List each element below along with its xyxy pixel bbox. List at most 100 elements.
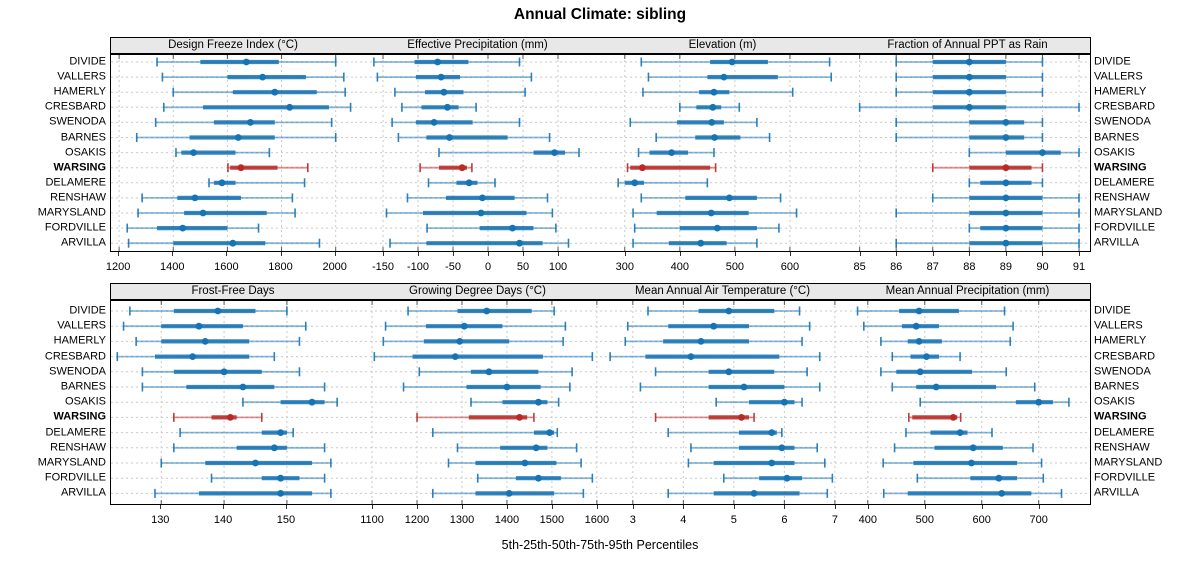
x-tick-label: 2000 bbox=[322, 261, 347, 273]
interval-delamere bbox=[667, 428, 783, 438]
x-tick-label: 140 bbox=[213, 514, 233, 526]
row-label-cresbard: CRESBARD bbox=[44, 100, 106, 113]
x-tick-label: 3 bbox=[629, 514, 636, 526]
axis-tick-mark bbox=[596, 505, 598, 509]
interval-hamerly bbox=[394, 87, 526, 97]
x-tick-label: 700 bbox=[1029, 514, 1048, 526]
interval-vallers bbox=[647, 72, 833, 82]
interval-delamere bbox=[617, 178, 709, 188]
axis-tick-mark bbox=[418, 252, 419, 256]
axis-tick-mark bbox=[506, 505, 508, 509]
interval-marysland bbox=[137, 208, 296, 218]
panel-header-fraction-of-annual-ppt-as-rain: Fraction of Annual PPT as Rain bbox=[845, 37, 1091, 54]
x-tick-label: 91 bbox=[1072, 261, 1086, 273]
axis-tick-mark bbox=[417, 505, 419, 509]
interval-warsing bbox=[416, 412, 535, 422]
axis-tick-mark bbox=[896, 252, 898, 256]
interval-hamerly bbox=[624, 336, 803, 346]
interval-warsing bbox=[173, 412, 263, 422]
interval-swenoda bbox=[391, 117, 521, 127]
axis-tick-mark bbox=[172, 252, 174, 256]
interval-marysland bbox=[882, 458, 1043, 468]
interval-divide bbox=[156, 57, 337, 67]
interval-arvilla bbox=[154, 488, 332, 498]
interval-delamere bbox=[179, 428, 294, 438]
interval-vallers bbox=[122, 321, 307, 331]
panel-header-frost-free-days: Frost-Free Days bbox=[110, 283, 356, 300]
row-label-osakis: OSAKIS bbox=[65, 395, 106, 408]
row-label-cresbard: CRESBARD bbox=[1094, 100, 1156, 113]
interval-arvilla bbox=[882, 488, 1063, 498]
interval-marysland bbox=[447, 458, 582, 468]
axis-tick-mark bbox=[223, 505, 225, 509]
interval-fordville bbox=[722, 473, 834, 483]
interval-arvilla bbox=[431, 488, 585, 498]
axis-tick-mark bbox=[280, 252, 282, 256]
x-tick-label: -50 bbox=[445, 261, 461, 273]
row-label-barnes: BARNES bbox=[60, 380, 106, 393]
x-tick-label: 1500 bbox=[539, 514, 565, 526]
interval-barnes bbox=[655, 133, 771, 142]
panel-header-mean-annual-air-temperature-c: Mean Annual Air Temperature (°C) bbox=[600, 283, 846, 300]
axis-tick-mark bbox=[558, 252, 559, 256]
row-label-fordville: FORDVILLE bbox=[44, 471, 106, 484]
panel-header-elevation-m: Elevation (m) bbox=[600, 37, 846, 54]
interval-divide bbox=[640, 57, 831, 67]
interval-hamerly bbox=[382, 336, 564, 346]
x-tick-label: 86 bbox=[890, 261, 903, 273]
row-label-osakis: OSAKIS bbox=[1094, 395, 1135, 408]
interval-warsing bbox=[908, 412, 962, 422]
interval-cresbard bbox=[401, 102, 477, 112]
panel-header-mean-annual-precipitation-mm: Mean Annual Precipitation (mm) bbox=[845, 283, 1091, 300]
interval-vallers bbox=[895, 72, 1044, 82]
x-tick-label: 400 bbox=[670, 261, 690, 273]
x-tick-label: 1800 bbox=[268, 261, 293, 273]
row-label-renshaw: RENSHAW bbox=[50, 441, 106, 454]
axis-tick-mark bbox=[160, 505, 162, 509]
interval-fordville bbox=[633, 223, 780, 233]
interval-warsing bbox=[227, 163, 309, 173]
x-tick-label: 1200 bbox=[105, 261, 131, 273]
interval-barnes bbox=[402, 382, 571, 392]
axis-tick-mark bbox=[683, 505, 685, 509]
x-tick-label: 7 bbox=[831, 514, 838, 526]
x-tick-label: 100 bbox=[548, 261, 568, 273]
x-tick-label: 87 bbox=[926, 261, 939, 273]
interval-divide bbox=[373, 57, 521, 67]
x-tick-label: 1400 bbox=[494, 514, 520, 526]
interval-osakis bbox=[919, 397, 1070, 407]
interval-fordville bbox=[126, 223, 260, 233]
row-label-osakis: OSAKIS bbox=[65, 146, 106, 159]
panel-plot-frost-free-days bbox=[110, 300, 356, 505]
row-label-barnes: BARNES bbox=[60, 131, 106, 143]
panel-canvas-mean-annual-precipitation-mm bbox=[845, 301, 1090, 504]
axis-tick-mark bbox=[488, 252, 489, 256]
x-tick-label: 90 bbox=[1036, 261, 1049, 273]
interval-cresbard bbox=[891, 352, 961, 362]
x-tick-label: 5 bbox=[730, 514, 737, 526]
row-label-arvilla: ARVILLA bbox=[60, 236, 106, 249]
row-label-marysland: MARYSLAND bbox=[37, 456, 106, 469]
axis-tick-mark bbox=[969, 252, 971, 256]
axis-tick-mark bbox=[118, 252, 120, 256]
axis-tick-mark bbox=[789, 252, 791, 256]
interval-divide bbox=[895, 57, 1044, 67]
interval-fordville bbox=[426, 223, 557, 233]
panel-plot-fraction-of-annual-ppt-as-rain bbox=[845, 54, 1091, 252]
row-label-fordville: FORDVILLE bbox=[1094, 221, 1156, 234]
x-tick-label: 1100 bbox=[360, 514, 384, 526]
x-tick-label: 600 bbox=[972, 514, 991, 526]
interval-vallers bbox=[626, 321, 811, 331]
x-tick-label: 150 bbox=[276, 514, 296, 526]
interval-cresbard bbox=[858, 102, 1080, 112]
axis-tick-mark bbox=[624, 252, 626, 256]
x-tick-label: 6 bbox=[781, 514, 788, 526]
interval-renshaw bbox=[690, 443, 819, 453]
interval-marysland bbox=[687, 458, 826, 468]
axis-tick-mark bbox=[1042, 252, 1044, 256]
interval-barnes bbox=[895, 133, 1044, 142]
x-tick-label: 1600 bbox=[584, 514, 610, 526]
axis-tick-mark bbox=[453, 252, 454, 256]
row-label-vallers: VALLERS bbox=[57, 70, 106, 83]
x-tick-label: 500 bbox=[915, 514, 934, 526]
